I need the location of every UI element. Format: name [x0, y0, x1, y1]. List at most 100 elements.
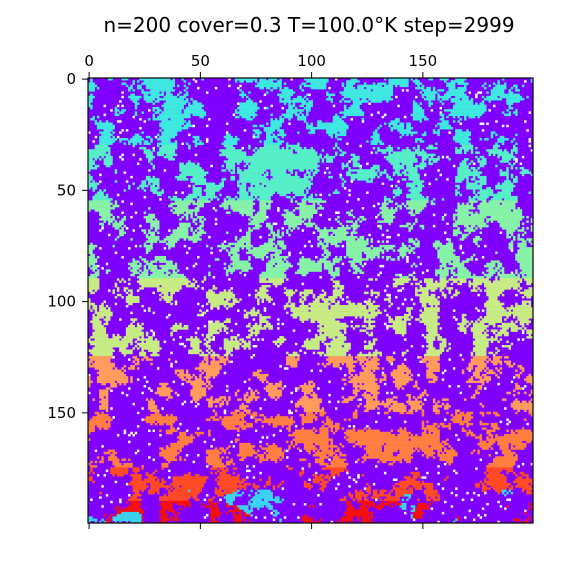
- heatmap-cell-run: [346, 82, 355, 84]
- heatmap-cell-run: [328, 458, 330, 460]
- heatmap-cell-run: [433, 87, 435, 89]
- heatmap-cell-run: [115, 109, 120, 111]
- heatmap-cell-run: [222, 418, 240, 420]
- heatmap-cell-run: [497, 154, 513, 156]
- heatmap-cell-run: [259, 314, 261, 316]
- heatmap-cell-run: [88, 287, 99, 289]
- heatmap-cell-run: [475, 390, 477, 392]
- heatmap-cell-run: [117, 334, 119, 336]
- heatmap-cell-run: [515, 176, 517, 178]
- heatmap-cell-run: [489, 358, 491, 360]
- heatmap-cell-run: [233, 512, 235, 514]
- heatmap-cell-run: [146, 381, 148, 383]
- heatmap-cell-run: [304, 196, 306, 198]
- heatmap-cell-run: [161, 481, 166, 483]
- heatmap-cell-run: [322, 289, 324, 291]
- heatmap-cell-run: [197, 205, 204, 207]
- heatmap-cell-run: [239, 109, 257, 111]
- heatmap-cell-run: [112, 216, 114, 218]
- heatmap-cell-run: [506, 499, 511, 501]
- heatmap-cell-run: [313, 450, 315, 452]
- heatmap-cell-run: [184, 401, 186, 403]
- heatmap-cell-run: [210, 519, 215, 521]
- heatmap-cell-run: [337, 474, 339, 476]
- heatmap-cell-run: [475, 227, 477, 229]
- heatmap-cell-run: [195, 229, 197, 231]
- heatmap-cell-run: [204, 505, 213, 507]
- heatmap-cell-run: [393, 278, 411, 280]
- heatmap-cell-run: [364, 410, 369, 412]
- heatmap-cell-run: [108, 289, 110, 291]
- heatmap-cell-run: [270, 125, 281, 127]
- heatmap-cell-run: [375, 465, 377, 467]
- heatmap-cell-run: [230, 441, 232, 443]
- heatmap-cell-run: [219, 479, 239, 481]
- heatmap-cell-run: [199, 309, 201, 311]
- heatmap-cell-run: [344, 107, 346, 109]
- heatmap-cell-run: [351, 496, 353, 498]
- heatmap-cell-run: [224, 425, 235, 427]
- heatmap-cell-run: [426, 363, 440, 365]
- heatmap-cell-run: [495, 434, 497, 436]
- heatmap-cell-run: [475, 321, 477, 323]
- heatmap-cell-run: [391, 129, 393, 131]
- heatmap-cell-run: [522, 474, 529, 476]
- heatmap-cell-run: [375, 349, 377, 351]
- heatmap-cell-run: [193, 232, 195, 234]
- heatmap-cell-run: [453, 280, 458, 282]
- heatmap-cell-run: [366, 450, 382, 452]
- heatmap-cell-run: [346, 470, 348, 472]
- heatmap-cell-run: [215, 412, 217, 414]
- heatmap-cell-run: [400, 485, 409, 487]
- heatmap-cell-run: [195, 378, 202, 380]
- heatmap-cell-run: [204, 276, 206, 278]
- heatmap-cell-run: [393, 283, 404, 285]
- heatmap-cell-run: [259, 296, 270, 298]
- heatmap-cell-run: [428, 503, 430, 505]
- heatmap-cell-run: [288, 105, 295, 107]
- heatmap-cell-run: [184, 325, 189, 327]
- heatmap-cell-run: [500, 169, 502, 171]
- heatmap-cell-run: [173, 232, 189, 234]
- heatmap-cell-run: [239, 189, 246, 191]
- heatmap-cell-run: [529, 138, 531, 140]
- heatmap-cell-run: [388, 296, 390, 298]
- heatmap-cell-run: [486, 483, 511, 485]
- heatmap-cell-run: [520, 323, 525, 325]
- heatmap-cell-run: [366, 430, 380, 432]
- heatmap-cell-run: [506, 505, 508, 507]
- heatmap-cell-run: [442, 294, 447, 296]
- heatmap-cell-run: [411, 405, 422, 407]
- heatmap-cell-run: [524, 418, 526, 420]
- heatmap-cell-run: [355, 316, 357, 318]
- heatmap-cell-run: [148, 336, 153, 338]
- heatmap-cell-run: [359, 372, 373, 374]
- heatmap-cell-run: [366, 407, 375, 409]
- heatmap-cell-run: [233, 169, 235, 171]
- heatmap-cell-run: [442, 120, 449, 122]
- heatmap-cell-run: [411, 247, 416, 249]
- heatmap-cell-run: [446, 349, 448, 351]
- heatmap-cell-run: [92, 327, 106, 329]
- heatmap-cell-run: [133, 321, 135, 323]
- heatmap-cell-run: [473, 274, 475, 276]
- heatmap-cell-run: [273, 223, 278, 225]
- heatmap-cell-run: [90, 467, 92, 469]
- heatmap-cell-run: [457, 519, 459, 521]
- heatmap-cell-run: [219, 194, 221, 196]
- heatmap-cell-run: [195, 405, 197, 407]
- heatmap-cell-run: [206, 494, 208, 496]
- heatmap-cell-run: [297, 263, 322, 265]
- heatmap-cell-run: [331, 243, 338, 245]
- heatmap-cell-run: [526, 490, 531, 492]
- heatmap-cell-run: [270, 123, 281, 125]
- heatmap-cell-run: [157, 421, 175, 423]
- heatmap-cell-run: [353, 227, 358, 229]
- heatmap-cell-run: [121, 367, 123, 369]
- heatmap-cell-run: [489, 154, 491, 156]
- heatmap-cell-run: [230, 171, 235, 173]
- heatmap-cell-run: [466, 381, 484, 383]
- heatmap-cell-run: [222, 143, 238, 145]
- heatmap-cell-run: [379, 125, 381, 127]
- heatmap-cell-run: [112, 292, 114, 294]
